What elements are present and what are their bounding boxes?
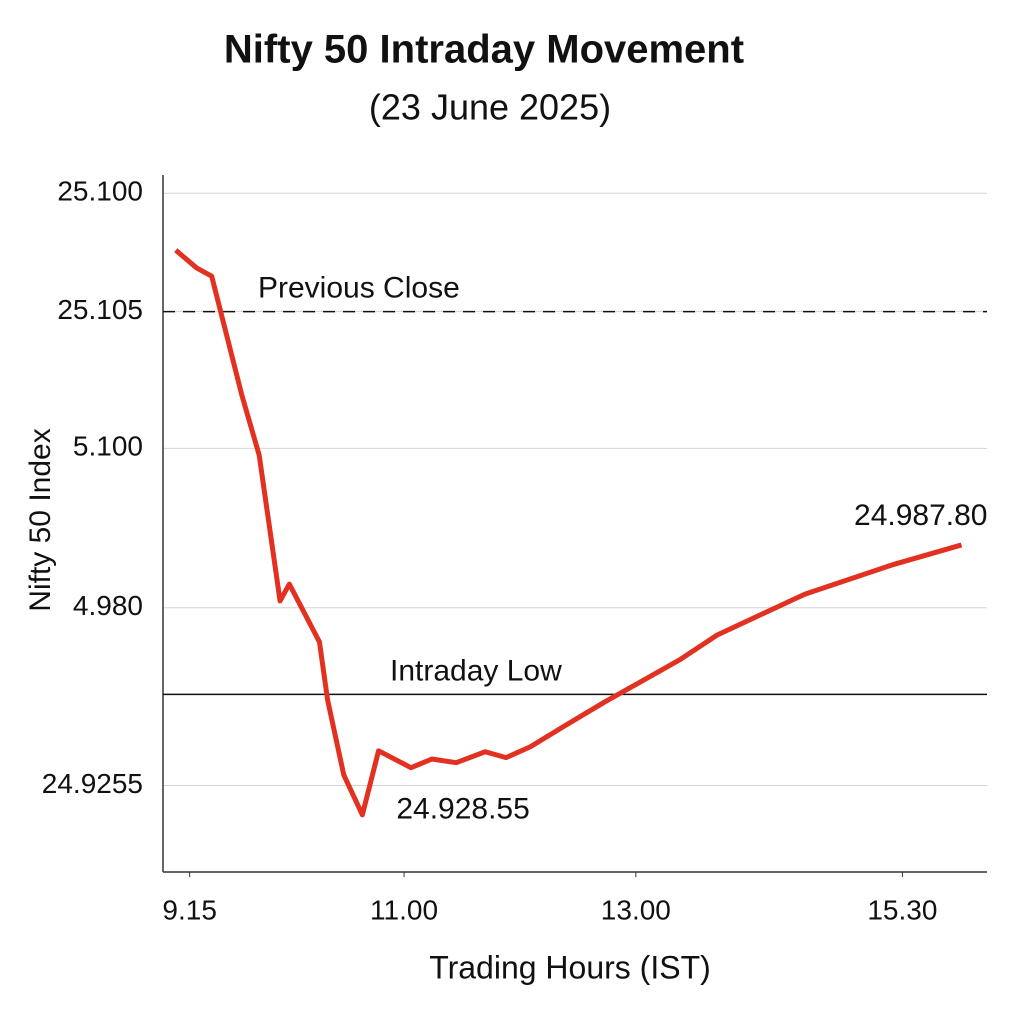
chart-title: Nifty 50 Intraday Movement: [224, 28, 744, 72]
y-tick-label: 25.100: [57, 176, 143, 207]
data-label: 24.928.55: [396, 793, 529, 826]
x-axis-title: Trading Hours (IST): [429, 949, 711, 985]
data-label: 24.987.80: [854, 499, 987, 532]
reference-label: Intraday Low: [390, 654, 562, 687]
x-tick-label: 15.30: [867, 894, 937, 925]
chart-subtitle: (23 June 2025): [369, 87, 611, 128]
y-tick-label: 24.9255: [42, 768, 143, 799]
y-tick-label: 5.100: [73, 431, 143, 462]
x-tick-label: 11.00: [370, 894, 438, 925]
y-tick-label: 4.980: [73, 590, 143, 621]
data-line: [174, 248, 963, 818]
y-axis-title: Nifty 50 Index: [24, 428, 57, 611]
reference-label: Previous Close: [258, 272, 460, 305]
y-tick-label: 25.105: [57, 294, 143, 325]
x-tick-label: 9.15: [162, 894, 217, 925]
x-tick-label: 13.00: [601, 894, 671, 925]
